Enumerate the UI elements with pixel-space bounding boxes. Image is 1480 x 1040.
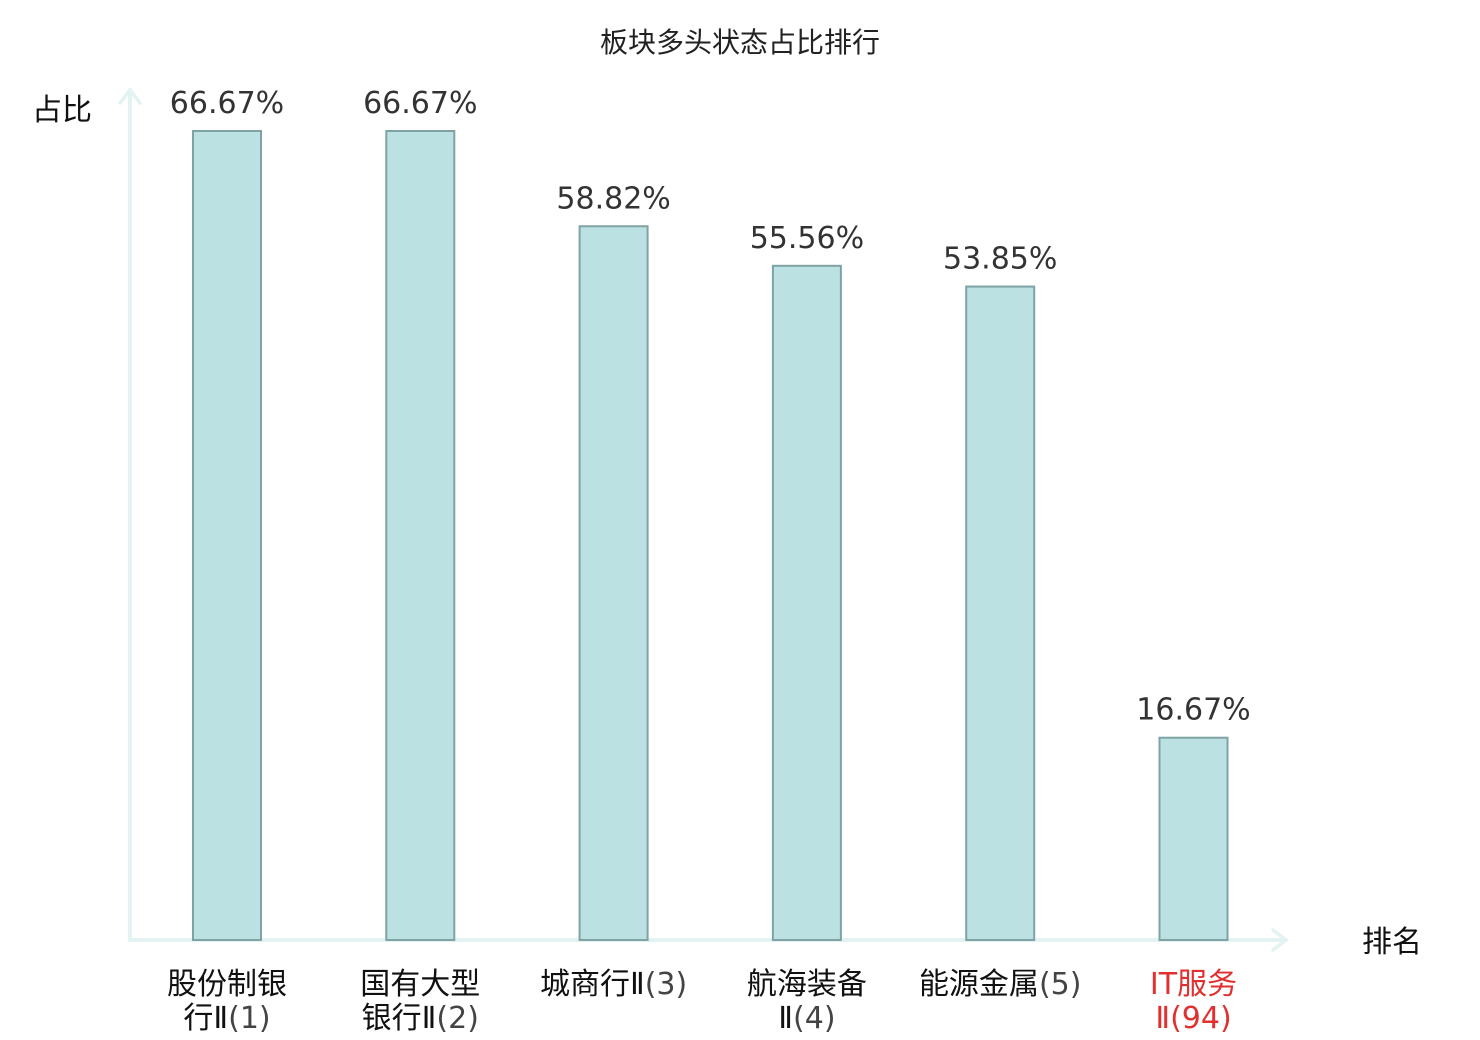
x-tick-rank: (5) xyxy=(1039,967,1082,1002)
x-tick-label-line: IT服务 xyxy=(1150,967,1237,1002)
x-tick-label-line: 行Ⅱ(1) xyxy=(183,1001,270,1036)
data-label: 58.82% xyxy=(556,181,670,216)
x-tick-label-line: Ⅱ(94) xyxy=(1155,1001,1231,1036)
x-tick-rank: (2) xyxy=(436,1001,479,1036)
x-tick-rank: (3) xyxy=(645,967,688,1002)
data-label: 55.56% xyxy=(750,221,864,256)
x-tick-label-line: Ⅱ(4) xyxy=(778,1001,835,1036)
data-label: 66.67% xyxy=(170,86,284,121)
chart-title: 板块多头状态占比排行 xyxy=(600,26,880,59)
bar xyxy=(192,130,262,941)
x-tick-rank: (1) xyxy=(228,1001,271,1036)
x-tick-label-line: 能源金属(5) xyxy=(919,967,1081,1002)
x-tick-label-line: 航海装备 xyxy=(747,967,867,1002)
x-tick-label-line: 股份制银 xyxy=(167,967,287,1002)
x-axis-title: 排名 xyxy=(1362,925,1422,960)
data-label: 16.67% xyxy=(1136,693,1250,728)
data-label: 53.85% xyxy=(943,242,1057,277)
x-tick-label: 能源金属(5) xyxy=(919,967,1081,1002)
x-tick-label-line: 国有大型 xyxy=(360,967,480,1002)
x-tick-label: 城商行Ⅱ(3) xyxy=(540,967,687,1002)
bar xyxy=(578,225,649,941)
bar xyxy=(965,285,1036,941)
y-axis-arrow xyxy=(118,87,142,105)
x-tick-label: 股份制银行Ⅱ(1) xyxy=(167,967,287,1036)
y-axis-title: 占比 xyxy=(32,93,92,128)
x-tick-label: 航海装备 Ⅱ(4) xyxy=(747,967,867,1036)
bar xyxy=(771,264,842,941)
x-axis-arrow xyxy=(1271,928,1289,952)
x-tick-label: 国有大型银行Ⅱ(2) xyxy=(360,967,480,1036)
x-tick-rank: (94) xyxy=(1170,1001,1232,1036)
x-tick-rank: (4) xyxy=(793,1001,836,1036)
x-tick-label: IT服务 Ⅱ(94) xyxy=(1150,967,1237,1036)
data-label: 66.67% xyxy=(363,86,477,121)
bar xyxy=(1158,736,1229,941)
x-tick-label-line: 银行Ⅱ(2) xyxy=(362,1001,479,1036)
x-tick-label-line: 城商行Ⅱ(3) xyxy=(540,967,687,1002)
bar xyxy=(385,130,456,941)
